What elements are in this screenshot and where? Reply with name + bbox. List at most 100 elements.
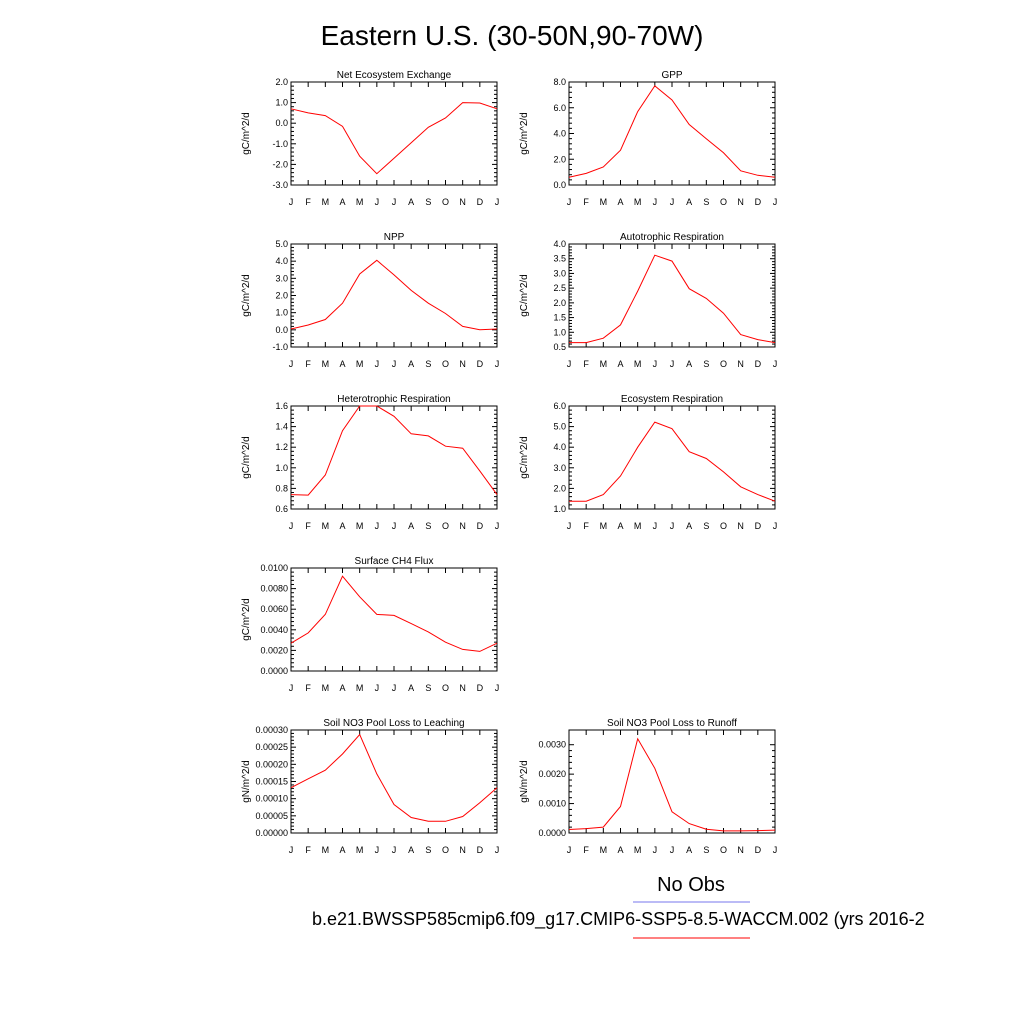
x-tick-label: N (737, 845, 744, 855)
y-tick-label: 4.0 (275, 256, 288, 266)
y-tick-label: 1.0 (275, 308, 288, 318)
x-tick-label: A (408, 683, 414, 693)
y-tick-label: 0.0030 (538, 740, 566, 750)
x-tick-label: M (356, 359, 364, 369)
x-tick-label: D (755, 359, 762, 369)
y-tick-label: 3.0 (553, 268, 566, 278)
x-tick-label: F (305, 521, 311, 531)
y-tick-label: 0.00005 (255, 811, 288, 821)
x-tick-label: O (442, 359, 449, 369)
x-tick-label: J (289, 359, 294, 369)
plot-frame (290, 405, 498, 510)
x-tick-label: D (477, 521, 484, 531)
plot-frame (290, 729, 498, 834)
y-axis-label: gC/m^2/d (241, 598, 252, 641)
x-tick-label: M (322, 359, 330, 369)
x-tick-label: S (425, 683, 431, 693)
y-tick-label: 0.00010 (255, 794, 288, 804)
series-line (290, 733, 498, 822)
x-tick-label: F (305, 197, 311, 207)
legend: No Obs b.e21.BWSSP585cmip6.f09_g17.CMIP6… (312, 874, 925, 939)
y-tick-label: 5.0 (275, 239, 288, 249)
x-tick-label: M (634, 359, 642, 369)
x-tick-label: O (442, 521, 449, 531)
x-tick-label: J (392, 683, 397, 693)
x-tick-label: J (773, 197, 778, 207)
x-tick-label: J (495, 359, 500, 369)
series-line (290, 102, 498, 175)
y-tick-label: 0.00025 (255, 742, 288, 752)
x-tick-label: M (356, 845, 364, 855)
main-title: Eastern U.S. (30-50N,90-70W) (321, 20, 704, 51)
x-tick-label: J (495, 683, 500, 693)
series-line (569, 421, 776, 502)
x-tick-label: J (289, 197, 294, 207)
y-tick-label: -2.0 (272, 159, 288, 169)
y-tick-label: 0.0000 (538, 828, 566, 838)
x-tick-label: D (477, 197, 484, 207)
y-tick-label: 0.0060 (260, 604, 288, 614)
x-tick-label: A (617, 521, 623, 531)
plot-frame (290, 81, 498, 186)
chart-panel: Soil NO3 Pool Loss to LeachinggN/m^2/d0.… (241, 718, 499, 855)
x-tick-label: J (375, 845, 380, 855)
x-tick-label: N (459, 359, 466, 369)
y-axis-label: gN/m^2/d (519, 760, 530, 803)
plot-frame (290, 567, 498, 672)
x-tick-label: D (755, 521, 762, 531)
x-tick-label: D (755, 845, 762, 855)
x-tick-label: N (459, 197, 466, 207)
y-tick-label: 0.0 (275, 118, 288, 128)
x-tick-label: J (289, 521, 294, 531)
y-tick-label: 2.0 (553, 298, 566, 308)
x-tick-label: M (322, 197, 330, 207)
x-tick-label: A (339, 521, 345, 531)
x-tick-label: F (583, 359, 589, 369)
y-tick-label: 4.0 (553, 442, 566, 452)
x-tick-label: M (322, 521, 330, 531)
y-axis-label: gC/m^2/d (519, 274, 530, 317)
y-tick-label: 2.0 (553, 483, 566, 493)
x-tick-label: J (289, 845, 294, 855)
y-tick-label: 4.0 (553, 129, 566, 139)
y-tick-label: 5.0 (553, 422, 566, 432)
x-tick-label: M (600, 521, 608, 531)
x-tick-label: O (720, 359, 727, 369)
panel-title: Surface CH4 Flux (355, 556, 434, 567)
y-tick-label: 0.00000 (255, 828, 288, 838)
panels: Net Ecosystem Exchange gC/m^2/d -3.0 -2.0 -1… (241, 70, 777, 855)
panel-title: GPP (661, 70, 682, 81)
plot-frame (568, 405, 776, 510)
x-tick-label: O (720, 197, 727, 207)
x-tick-label: J (392, 197, 397, 207)
x-tick-label: S (703, 197, 709, 207)
y-tick-label: 6.0 (553, 103, 566, 113)
series-line (290, 405, 498, 496)
y-tick-label: 1.0 (275, 98, 288, 108)
y-tick-label: 0.0 (553, 180, 566, 190)
y-tick-label: 1.0 (553, 327, 566, 337)
x-tick-label: D (477, 359, 484, 369)
x-tick-label: N (459, 683, 466, 693)
x-tick-label: A (339, 845, 345, 855)
y-tick-label: 0.0080 (260, 584, 288, 594)
panel-title: NPP (384, 232, 405, 243)
x-tick-label: J (495, 197, 500, 207)
x-tick-label: M (322, 845, 330, 855)
y-tick-label: 0.5 (553, 342, 566, 352)
y-tick-label: 2.0 (553, 154, 566, 164)
x-tick-label: M (322, 683, 330, 693)
x-tick-label: S (425, 359, 431, 369)
x-tick-label: S (703, 359, 709, 369)
x-tick-label: J (670, 521, 675, 531)
plot-frame (568, 729, 776, 834)
y-tick-label: 0.8 (275, 483, 288, 493)
y-tick-label: 1.0 (275, 463, 288, 473)
y-tick-label: 8.0 (553, 77, 566, 87)
x-tick-label: F (305, 683, 311, 693)
x-tick-label: A (408, 521, 414, 531)
plot-frame (568, 81, 776, 186)
chart-panel: Heterotrophic Respiration gC/m^2/d 0.6 0.8 1… (241, 394, 499, 531)
